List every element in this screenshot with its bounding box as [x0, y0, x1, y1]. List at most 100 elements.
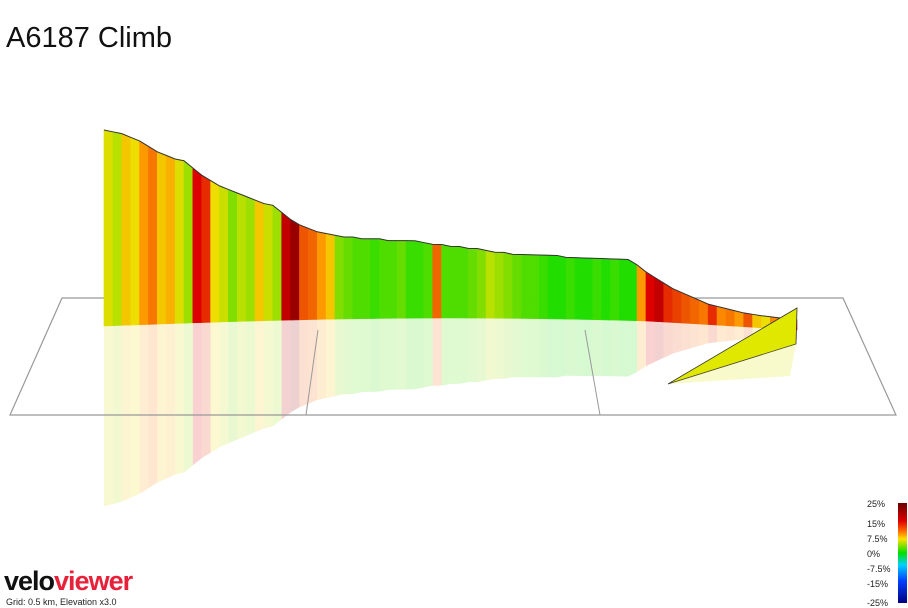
profile-segment — [139, 140, 149, 326]
profile-segment — [352, 236, 362, 320]
veloviewer-logo[interactable]: veloviewer — [4, 566, 133, 596]
profile-segment — [343, 236, 354, 320]
reflection-segment — [734, 326, 744, 341]
profile-segment — [592, 257, 602, 321]
profile-segment — [112, 131, 123, 326]
profile-segment — [334, 234, 345, 320]
profile-segment — [601, 258, 611, 321]
reflection-segment — [441, 318, 451, 386]
reflection-segment — [388, 318, 398, 390]
profile-segment — [423, 242, 434, 319]
grid-scale-note: Grid: 0.5 km, Elevation x3.0 — [6, 597, 117, 607]
profile-segment — [610, 258, 620, 321]
legend-label: 25% — [867, 499, 886, 509]
profile-reflection — [104, 318, 797, 507]
gradient-color-bar — [898, 503, 907, 603]
reflection-segment — [317, 319, 327, 401]
reflection-segment — [521, 318, 531, 378]
reflection-segment — [450, 318, 460, 384]
reflection-segment — [281, 320, 291, 420]
gradient-legend: 25% 15% 7.5% 0% -7.5% -15% -25% — [864, 500, 908, 608]
reflection-segment — [121, 325, 131, 502]
legend-label: -15% — [867, 579, 889, 589]
reflection-segment — [263, 320, 273, 429]
profile-segment — [165, 154, 176, 325]
profile-segment — [512, 254, 522, 319]
reflection-segment — [423, 318, 433, 388]
profile-segment — [299, 224, 309, 321]
profile-tail-reflection — [668, 344, 796, 384]
reflection-segment — [610, 320, 620, 377]
reflection-segment — [414, 318, 424, 390]
chart-title: A6187 Climb — [6, 22, 173, 54]
reflection-segment — [477, 318, 487, 383]
reflection-segment — [503, 318, 513, 379]
profile-segment — [441, 244, 451, 319]
profile-segment — [219, 185, 229, 323]
reflection-segment — [255, 320, 264, 433]
grid-line-1 — [305, 329, 319, 416]
profile-segment — [174, 158, 185, 324]
profile-segment — [574, 257, 585, 320]
profile-segment — [565, 257, 576, 320]
profile-segment — [183, 160, 194, 324]
profile-segment — [681, 292, 691, 324]
legend-label: -7.5% — [867, 564, 891, 574]
reflection-segment — [139, 324, 149, 494]
profile-segment — [361, 238, 371, 319]
reflection-segment — [299, 319, 309, 408]
reflection-segment — [432, 318, 442, 386]
reflection-segment — [175, 323, 184, 475]
reflection-segment — [406, 318, 415, 390]
reflection-segment — [352, 318, 362, 395]
reflection-segment — [548, 318, 558, 378]
reflection-segment — [690, 323, 700, 349]
profile-segment — [619, 258, 629, 321]
reflection-segment — [370, 318, 380, 392]
profile-segment — [467, 248, 478, 319]
profile-segment — [254, 199, 265, 322]
profile-segment — [316, 231, 327, 320]
reflection-segment — [601, 319, 611, 377]
legend-label: 7.5% — [867, 534, 888, 544]
profile-segment — [539, 254, 549, 320]
profile-end-hook — [667, 307, 798, 385]
profile-segment — [494, 251, 505, 319]
profile-segment — [672, 288, 682, 324]
reflection-segment — [343, 318, 353, 395]
reflection-segment — [361, 318, 371, 393]
profile-segment — [414, 240, 425, 319]
reflection-segment — [574, 319, 584, 376]
profile-segment — [130, 136, 140, 326]
profile-segment — [432, 244, 442, 319]
profile-segment — [379, 238, 389, 319]
profile-segment — [725, 308, 736, 327]
reflection-segment — [148, 324, 158, 489]
profile-segment — [734, 310, 744, 327]
profile-segment — [645, 271, 656, 322]
profile-segment — [210, 180, 220, 323]
profile-segment — [450, 246, 460, 319]
profile-wall — [103, 129, 798, 331]
reflection-segment — [130, 324, 140, 498]
legend-label: 0% — [867, 549, 881, 559]
profile-segment — [370, 238, 380, 319]
profile-segment — [716, 305, 727, 326]
profile-segment — [707, 303, 718, 326]
reflection-segment — [512, 318, 522, 378]
reflection-segment — [246, 320, 256, 436]
profile-segment — [476, 248, 487, 319]
profile-segment — [396, 240, 407, 319]
reflection-segment — [672, 322, 682, 354]
reflection-segment — [219, 321, 229, 448]
reflection-segment — [725, 325, 735, 342]
profile-segment — [405, 240, 416, 319]
profile-segment — [743, 312, 753, 328]
profile-segment — [583, 257, 593, 320]
profile-segment — [308, 227, 318, 320]
profile-segment — [281, 211, 291, 321]
profile-segment — [157, 151, 167, 325]
profile-segment — [654, 276, 665, 323]
profile-segment — [148, 145, 158, 325]
reflection-segment — [486, 318, 495, 381]
